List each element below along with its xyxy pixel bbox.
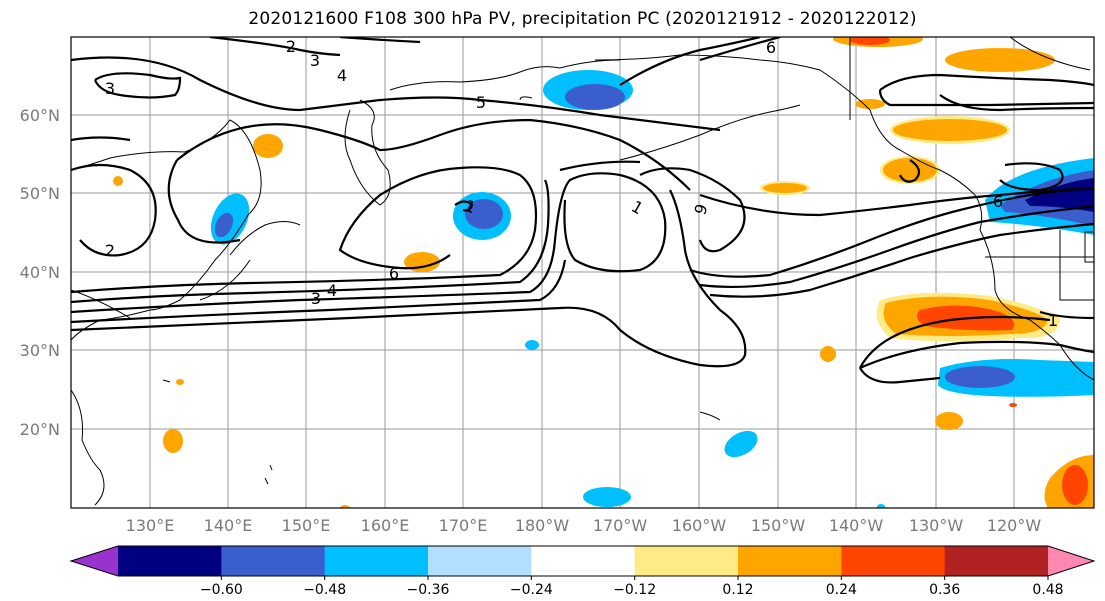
colorbar-tick-label: 0.36 (929, 582, 960, 598)
colorbar-bin (118, 546, 222, 576)
contour-labels: 2 3 4 5 6 3 2 3 4 6 1 6 1 6 1 (105, 37, 1058, 330)
lon-label: 120°W (987, 516, 1042, 535)
colorbar-bin (531, 546, 636, 576)
colorbar: −0.60 −0.48 −0.36 −0.24 −0.12 0.12 0.24 0.36 0.4… (69, 545, 1096, 598)
colorbar-tick-label: 0.12 (722, 582, 753, 598)
contour-label: 3 (105, 79, 115, 98)
colorbar-extend-high (1048, 546, 1094, 576)
contour-label: 6 (766, 38, 776, 57)
contour-label: 3 (310, 51, 320, 70)
lon-label: 130°E (126, 516, 175, 535)
colorbar-bin (221, 546, 326, 576)
colorbar-tick-label: 0.24 (826, 582, 857, 598)
colorbar-bin (944, 546, 1049, 576)
lon-label: 140°E (204, 516, 253, 535)
contour-label: 5 (476, 93, 486, 112)
colorbar-extend-low (71, 546, 118, 576)
contour-label: 6 (993, 192, 1003, 211)
colorbar-tick-label: 0.48 (1032, 582, 1063, 598)
contour-label: 4 (327, 281, 337, 300)
pv-contours (71, 37, 1094, 384)
precipitation-shading (113, 37, 1094, 508)
colorbar-outline (69, 545, 1096, 577)
lat-label: 40°N (20, 263, 60, 282)
colorbar-bin (634, 546, 739, 576)
lon-label: 140°W (829, 516, 884, 535)
contour-label: 6 (389, 264, 399, 283)
contour-label: 1 (1048, 311, 1058, 330)
contour-label: 2 (105, 241, 115, 260)
lon-label: 160°W (672, 516, 727, 535)
lat-label: 50°N (20, 184, 60, 203)
contour-label: 3 (311, 289, 321, 308)
lat-label: 20°N (20, 420, 60, 439)
longitude-labels: 130°E 140°E 150°E 160°E 170°E 180°W 170°… (126, 516, 1042, 535)
lon-label: 150°W (751, 516, 806, 535)
colorbar-bin (324, 546, 429, 576)
contour-label: 2 (286, 37, 296, 56)
colorbar-tick-label: −0.12 (613, 582, 656, 598)
lon-label: 170°W (593, 516, 648, 535)
lon-label: 160°E (361, 516, 410, 535)
map-title: 2020121600 F108 300 hPa PV, precipitatio… (248, 9, 917, 29)
lat-label: 60°N (20, 106, 60, 125)
colorbar-tick-label: −0.24 (510, 582, 553, 598)
lon-label: 180°W (515, 516, 570, 535)
lat-label: 30°N (20, 341, 60, 360)
colorbar-bin (738, 546, 842, 576)
colorbar-bin (428, 546, 532, 576)
lon-label: 170°E (439, 516, 488, 535)
contour-label: 4 (337, 66, 347, 85)
map-frame (70, 36, 1095, 509)
lon-label: 130°W (909, 516, 964, 535)
gridlines (71, 37, 1094, 508)
lon-label: 150°E (282, 516, 331, 535)
colorbar-tick-label: −0.36 (407, 582, 450, 598)
colorbar-tick-label: −0.48 (303, 582, 346, 598)
colorbar-bin (841, 546, 946, 576)
colorbar-tick-label: −0.60 (200, 582, 243, 598)
latitude-labels: 60°N 50°N 40°N 30°N 20°N (20, 106, 60, 439)
coastlines (71, 37, 1094, 506)
